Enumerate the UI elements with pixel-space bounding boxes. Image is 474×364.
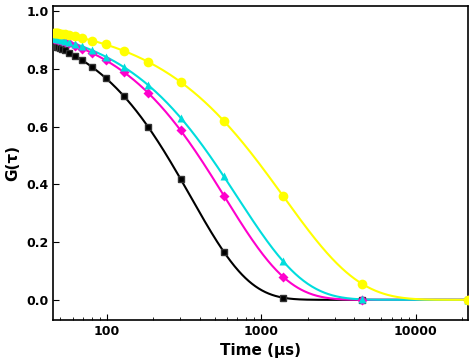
Y-axis label: G(τ): G(τ) xyxy=(6,145,20,181)
X-axis label: Time (μs): Time (μs) xyxy=(220,344,301,359)
